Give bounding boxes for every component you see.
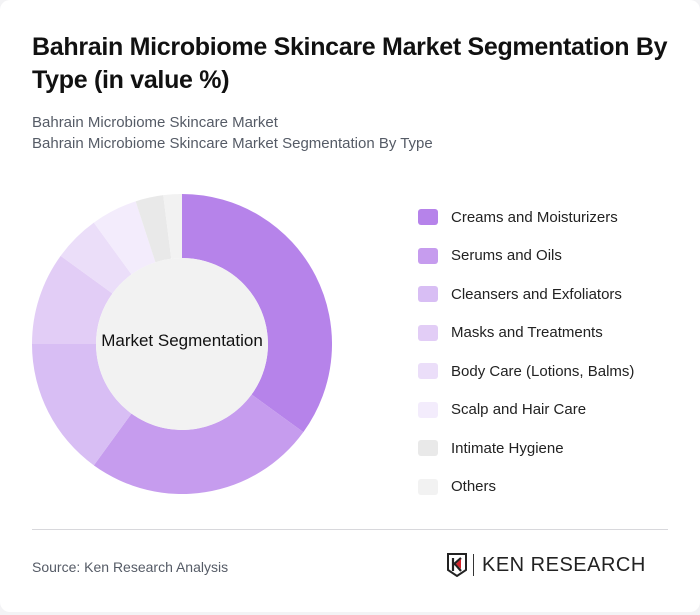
legend-label: Masks and Treatments (451, 324, 603, 342)
legend-item: Serums and Oils (418, 237, 634, 276)
legend-item: Creams and Moisturizers (418, 198, 634, 237)
donut-slice (32, 344, 132, 466)
ken-research-logo: KEN RESEARCH (447, 553, 646, 577)
legend-swatch-icon (418, 209, 438, 226)
logo-separator (473, 554, 474, 576)
donut-slice (182, 194, 332, 433)
donut-slice (32, 255, 113, 344)
subtitle-market: Bahrain Microbiome Skincare Market (32, 114, 278, 131)
legend-item: Masks and Treatments (418, 314, 634, 353)
legend-swatch-icon (418, 247, 438, 264)
legend-swatch-icon (418, 286, 438, 303)
legend-swatch-icon (418, 440, 438, 457)
donut-chart (32, 194, 332, 494)
legend-item: Body Care (Lotions, Balms) (418, 352, 634, 391)
footer-divider (32, 529, 668, 530)
legend-label: Scalp and Hair Care (451, 401, 587, 419)
legend-label: Serums and Oils (451, 247, 562, 265)
legend-label: Body Care (Lotions, Balms) (451, 362, 635, 380)
legend-item: Others (418, 468, 634, 507)
donut-slice (93, 394, 304, 494)
legend-swatch-icon (418, 324, 438, 341)
logo-text: KEN RESEARCH (482, 553, 646, 576)
ken-research-logo-icon (447, 553, 467, 577)
legend-swatch-icon (418, 401, 438, 418)
donut-center-label: Market Segmentation (101, 331, 263, 350)
donut-slice (60, 222, 132, 294)
legend-label: Creams and Moisturizers (451, 208, 618, 226)
legend-label: Intimate Hygiene (451, 439, 564, 457)
donut-slice (135, 195, 172, 263)
subtitle-segmentation: Bahrain Microbiome Skincare Market Segme… (32, 135, 433, 152)
chart-legend: Creams and Moisturizers Serums and Oils Cl… (418, 198, 634, 506)
legend-label: Others (451, 478, 497, 496)
legend-item: Intimate Hygiene (418, 429, 634, 468)
legend-swatch-icon (418, 363, 438, 380)
legend-swatch-icon (418, 478, 438, 495)
donut-slice (163, 194, 182, 259)
donut-hole (96, 258, 268, 430)
legend-item: Cleansers and Exfoliators (418, 275, 634, 314)
page-title: Bahrain Microbiome Skincare Market Segme… (32, 33, 668, 94)
donut-slice (93, 201, 156, 275)
legend-label: Cleansers and Exfoliators (451, 285, 622, 303)
legend-item: Scalp and Hair Care (418, 391, 634, 430)
source-note: Source: Ken Research Analysis (32, 559, 229, 575)
